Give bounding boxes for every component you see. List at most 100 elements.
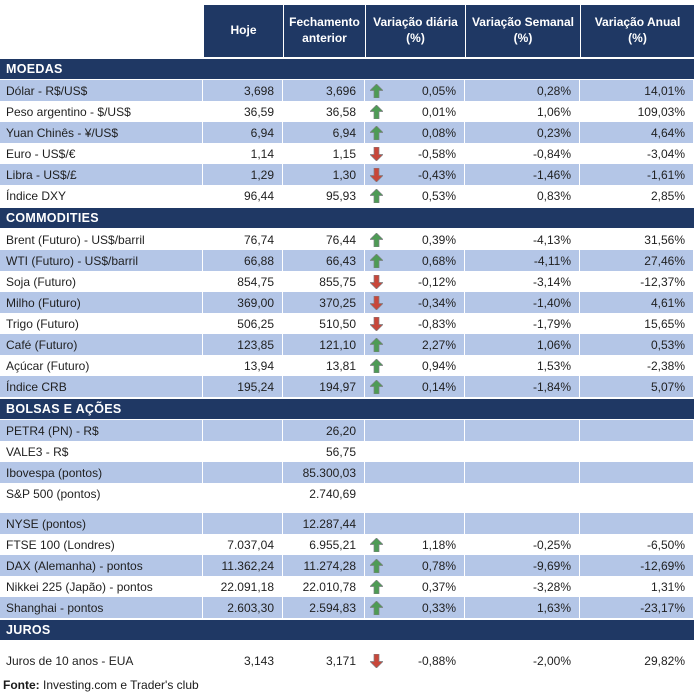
table-row: Café (Futuro) 123,85 121,10 2,27% 1,06% 0,53% xyxy=(0,334,694,355)
variacao-diaria-cell: 0,01% xyxy=(365,101,465,122)
fechamento-anterior-value: 1,15 xyxy=(283,143,365,164)
variacao-diaria-cell: -0,83% xyxy=(365,313,465,334)
up-arrow-icon xyxy=(370,579,384,594)
table-row: S&P 500 (pontos) 2.740,69 xyxy=(0,483,694,504)
table-row: Índice CRB 195,24 194,97 0,14% -1,84% 5,07% xyxy=(0,376,694,397)
table-row: Libra - US$/£ 1,29 1,30 -0,43% -1,46% -1,61% xyxy=(0,164,694,185)
table-row: Peso argentino - $/US$ 36,59 36,58 0,01% 1,0… xyxy=(0,101,694,122)
variacao-semanal-value xyxy=(465,420,580,441)
variacao-anual-value: 109,03% xyxy=(580,101,694,122)
variacao-semanal-value: 1,06% xyxy=(465,334,580,355)
variacao-diaria-value: 0,68% xyxy=(421,253,456,268)
row-label: Café (Futuro) xyxy=(0,334,203,355)
up-arrow-icon xyxy=(370,253,384,268)
section-header-commodities: COMMODITIES xyxy=(0,208,694,228)
variacao-diaria-cell: 1,18% xyxy=(365,534,465,555)
hoje-value xyxy=(203,441,283,462)
variacao-semanal-value: -3,14% xyxy=(465,271,580,292)
table-row: Euro - US$/€ 1,14 1,15 -0,58% -0,84% -3,04% xyxy=(0,143,694,164)
row-label: Soja (Futuro) xyxy=(0,271,203,292)
variacao-diaria-value: 0,78% xyxy=(421,558,456,573)
header-corner xyxy=(0,5,203,57)
variacao-diaria-cell: 0,53% xyxy=(365,185,465,206)
column-header-variacao-diaria: Variação diária (%) xyxy=(365,5,465,57)
fechamento-anterior-value: 26,20 xyxy=(283,420,365,441)
variacao-diaria-value: -0,58% xyxy=(417,146,456,161)
fechamento-anterior-value: 2.594,83 xyxy=(283,597,365,618)
row-label: S&P 500 (pontos) xyxy=(0,483,203,504)
variacao-semanal-value: -1,84% xyxy=(465,376,580,397)
variacao-semanal-value xyxy=(465,513,580,534)
variacao-diaria-cell: 2,27% xyxy=(365,334,465,355)
hoje-value: 36,59 xyxy=(203,101,283,122)
table-row: NYSE (pontos) 12.287,44 xyxy=(0,513,694,534)
fechamento-anterior-value: 194,97 xyxy=(283,376,365,397)
variacao-anual-value xyxy=(580,513,694,534)
variacao-anual-value: -23,17% xyxy=(580,597,694,618)
variacao-diaria-value: 1,18% xyxy=(421,537,456,552)
hoje-value xyxy=(203,420,283,441)
variacao-anual-value: -12,37% xyxy=(580,271,694,292)
variacao-semanal-value: 1,06% xyxy=(465,101,580,122)
variacao-diaria-cell: 0,37% xyxy=(365,576,465,597)
fechamento-anterior-value: 12.287,44 xyxy=(283,513,365,534)
table-row: Açúcar (Futuro) 13,94 13,81 0,94% 1,53% -2,38… xyxy=(0,355,694,376)
variacao-anual-value: 1,31% xyxy=(580,576,694,597)
down-arrow-icon xyxy=(370,316,384,331)
variacao-diaria-cell: 0,78% xyxy=(365,555,465,576)
hoje-value: 7.037,04 xyxy=(203,534,283,555)
column-header-variacao-semanal: Variação Semanal (%) xyxy=(465,5,580,57)
variacao-semanal-value xyxy=(465,462,580,483)
row-label: DAX (Alemanha) - pontos xyxy=(0,555,203,576)
row-label: VALE3 - R$ xyxy=(0,441,203,462)
down-arrow-icon xyxy=(370,274,384,289)
variacao-diaria-cell xyxy=(365,483,465,504)
variacao-anual-value: 5,07% xyxy=(580,376,694,397)
spacer-row xyxy=(0,641,694,650)
fechamento-anterior-value: 3,171 xyxy=(283,650,365,671)
row-label: Shanghai - pontos xyxy=(0,597,203,618)
no-arrow xyxy=(370,424,384,438)
table-row: Brent (Futuro) - US$/barril 76,74 76,44 0,3… xyxy=(0,229,694,250)
variacao-diaria-cell xyxy=(365,441,465,462)
table-row: DAX (Alemanha) - pontos 11.362,24 11.274,2… xyxy=(0,555,694,576)
variacao-diaria-cell: 0,08% xyxy=(365,122,465,143)
variacao-anual-value: 31,56% xyxy=(580,229,694,250)
table-body: MOEDAS Dólar - R$/US$ 3,698 3,696 0,05% 0,28%… xyxy=(0,59,694,671)
table-row: Nikkei 225 (Japão) - pontos 22.091,18 22.0… xyxy=(0,576,694,597)
row-label: PETR4 (PN) - R$ xyxy=(0,420,203,441)
section-header-bolsas-e-a-es: BOLSAS E AÇÕES xyxy=(0,399,694,419)
table-row: Yuan Chinês - ¥/US$ 6,94 6,94 0,08% 0,23% 4,6… xyxy=(0,122,694,143)
variacao-diaria-cell: 0,33% xyxy=(365,597,465,618)
up-arrow-icon xyxy=(370,337,384,352)
variacao-anual-value: -3,04% xyxy=(580,143,694,164)
variacao-semanal-value: 1,53% xyxy=(465,355,580,376)
variacao-diaria-value: -0,88% xyxy=(417,653,456,668)
row-label: Índice DXY xyxy=(0,185,203,206)
column-header-hoje: Hoje xyxy=(203,5,283,57)
variacao-semanal-value xyxy=(465,441,580,462)
up-arrow-icon xyxy=(370,379,384,394)
row-label: Euro - US$/€ xyxy=(0,143,203,164)
fechamento-anterior-value: 6.955,21 xyxy=(283,534,365,555)
table-row: Soja (Futuro) 854,75 855,75 -0,12% -3,14% -12… xyxy=(0,271,694,292)
no-arrow xyxy=(370,445,384,459)
hoje-value: 506,25 xyxy=(203,313,283,334)
variacao-diaria-cell: 0,68% xyxy=(365,250,465,271)
variacao-anual-value: 14,01% xyxy=(580,80,694,101)
row-label: Dólar - R$/US$ xyxy=(0,80,203,101)
variacao-diaria-cell xyxy=(365,513,465,534)
down-arrow-icon xyxy=(370,653,384,668)
row-label: WTI (Futuro) - US$/barril xyxy=(0,250,203,271)
variacao-diaria-cell: -0,43% xyxy=(365,164,465,185)
variacao-anual-value: 2,85% xyxy=(580,185,694,206)
variacao-anual-value: 27,46% xyxy=(580,250,694,271)
table-row: Ibovespa (pontos) 85.300,03 xyxy=(0,462,694,483)
row-label: Ibovespa (pontos) xyxy=(0,462,203,483)
down-arrow-icon xyxy=(370,146,384,161)
hoje-value: 1,29 xyxy=(203,164,283,185)
row-label: Yuan Chinês - ¥/US$ xyxy=(0,122,203,143)
variacao-diaria-value: 0,94% xyxy=(421,358,456,373)
variacao-diaria-value: -0,43% xyxy=(417,167,456,182)
